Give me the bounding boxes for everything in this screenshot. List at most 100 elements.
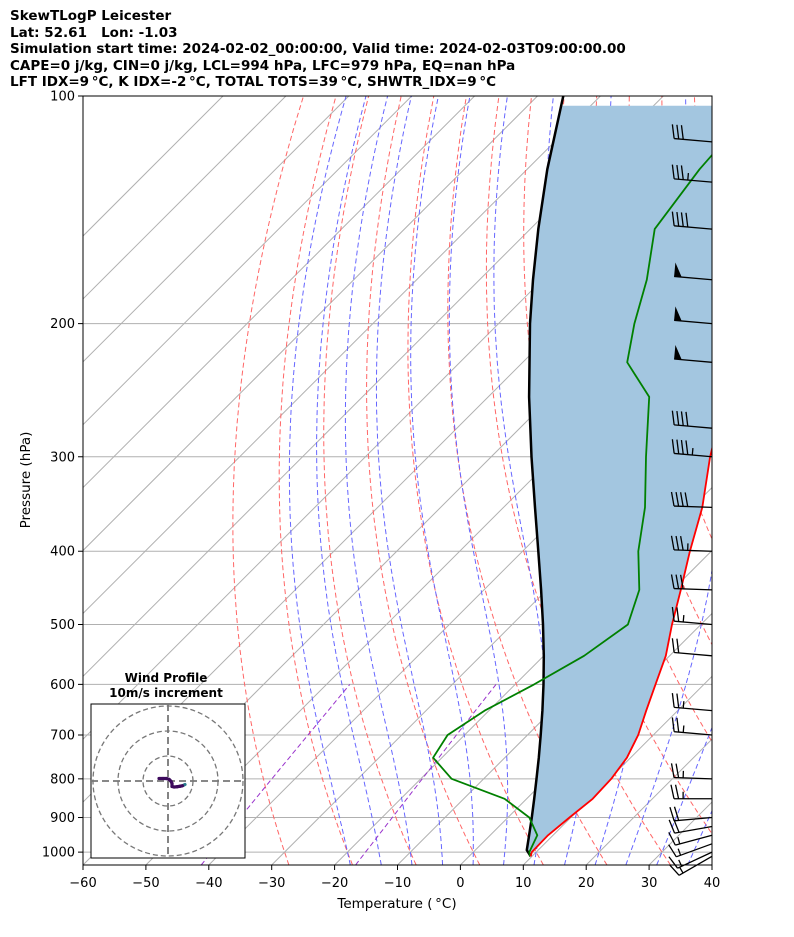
moist-adiabat: [375, 96, 444, 865]
barb-flag: [679, 492, 684, 507]
barb-flag: [671, 717, 675, 732]
stability-indices-2: LFT IDX=9 °C, K IDX=-2 °C, TOTAL TOTS=39…: [10, 74, 496, 91]
barb-flag: [668, 832, 676, 846]
barb-flag: [671, 211, 675, 226]
dry-adiabat: [447, 96, 608, 865]
barb-staff: [674, 776, 713, 780]
barb-flag: [675, 492, 680, 507]
barb-flag: [668, 844, 677, 858]
x-tick-label: 40: [704, 876, 721, 891]
wind-barb: [670, 784, 712, 800]
barb-staff: [674, 549, 713, 552]
barb-staff: [674, 137, 713, 143]
barb-half-flag: [677, 848, 682, 856]
barb-flag: [679, 536, 684, 551]
barb-flag: [685, 212, 689, 228]
barb-flag: [671, 164, 675, 179]
axes: −60 −50 −40 −30 −20 −10 0 10 20 30 40 100 200 300 400 5…: [42, 90, 720, 892]
barb-flag: [674, 784, 680, 799]
isotherm-line: [83, 96, 224, 237]
wind-barb: [668, 843, 713, 858]
x-tick-label: −50: [132, 876, 159, 891]
isotherm-line: [83, 96, 601, 615]
wind-barb: [669, 855, 713, 876]
parcel-profile-line: [525, 96, 565, 858]
wind-barb: [671, 606, 713, 626]
wind-barbs: [668, 124, 713, 876]
y-tick-label: 900: [50, 811, 75, 826]
barb-half-flag: [682, 614, 685, 623]
sounding-profiles: [432, 96, 712, 858]
isotherm-line: [711, 864, 712, 865]
barb-flag: [670, 535, 675, 551]
barb-flag: [668, 856, 679, 869]
barb-flag: [685, 411, 689, 427]
barb-half-flag: [678, 866, 684, 874]
stability-indices-1: CAPE=0 j/kg, CIN=0 j/kg, LCL=994 hPa, LF…: [10, 57, 516, 74]
barb-staff: [674, 452, 713, 458]
dry-adiabat: [727, 96, 794, 865]
y-tick-label: 300: [50, 450, 75, 465]
x-tick-label: 20: [578, 876, 595, 891]
x-axis-label: Temperature ( °C): [336, 896, 456, 912]
y-tick-label: 400: [50, 545, 75, 560]
y-tick-label: 800: [50, 772, 75, 787]
barb-flag: [670, 491, 675, 507]
barb-staff: [674, 424, 713, 429]
wind-barb: [674, 345, 713, 363]
mixing-ratio-line: [200, 684, 351, 865]
moist-adiabat: [625, 96, 712, 865]
moist-adiabat: [448, 96, 509, 865]
wind-barb: [671, 410, 713, 429]
isotherm-line: [83, 96, 350, 363]
barb-flag: [675, 535, 680, 551]
barb-flag: [669, 806, 675, 822]
barb-flag: [676, 124, 680, 140]
temperature-line: [529, 445, 712, 857]
barb-flag: [676, 717, 680, 733]
barb-staff: [674, 178, 713, 183]
barb-half-flag: [678, 859, 683, 867]
cape-fill: [526, 105, 712, 857]
barb-half-flag: [682, 725, 685, 733]
barb-flag: [670, 574, 675, 589]
barb-flag: [668, 819, 676, 834]
wind-barb: [668, 851, 713, 869]
isotherm-line: [522, 675, 712, 865]
barb-staff: [674, 587, 713, 591]
dry-adiabat: [278, 96, 353, 865]
barb-staff: [675, 834, 713, 846]
barb-flag: [676, 607, 680, 622]
dry-adiabat: [366, 96, 481, 865]
barb-half-flag: [691, 448, 694, 456]
barb-half-flag: [682, 701, 685, 709]
barb-half-flag: [687, 173, 690, 181]
moist-adiabat: [719, 96, 794, 865]
y-tick-label: 1000: [42, 846, 75, 861]
barb-flag: [671, 638, 675, 653]
isotherm-line: [83, 96, 475, 489]
moist-adiabat: [656, 726, 712, 865]
x-tick-label: −20: [321, 876, 348, 891]
isotherm-line: [83, 96, 413, 426]
moist-adiabat: [344, 96, 413, 865]
hodograph-title: Wind Profile: [125, 671, 208, 685]
barb-pennant: [674, 262, 682, 278]
wind-barb: [669, 806, 713, 822]
barb-flag: [676, 164, 680, 180]
wind-barb: [671, 439, 713, 458]
barb-flag: [669, 864, 680, 876]
barb-flag: [680, 125, 684, 140]
barb-flag: [673, 806, 680, 821]
barb-staff: [674, 505, 713, 509]
x-tick-label: 10: [515, 876, 532, 891]
barb-flag: [680, 212, 684, 227]
wind-barb: [670, 574, 713, 591]
barb-flag: [680, 439, 684, 455]
wind-barb: [671, 211, 713, 230]
dewpoint-line: [432, 153, 712, 857]
barb-flag: [680, 165, 684, 180]
dry-adiabat: [407, 96, 544, 865]
